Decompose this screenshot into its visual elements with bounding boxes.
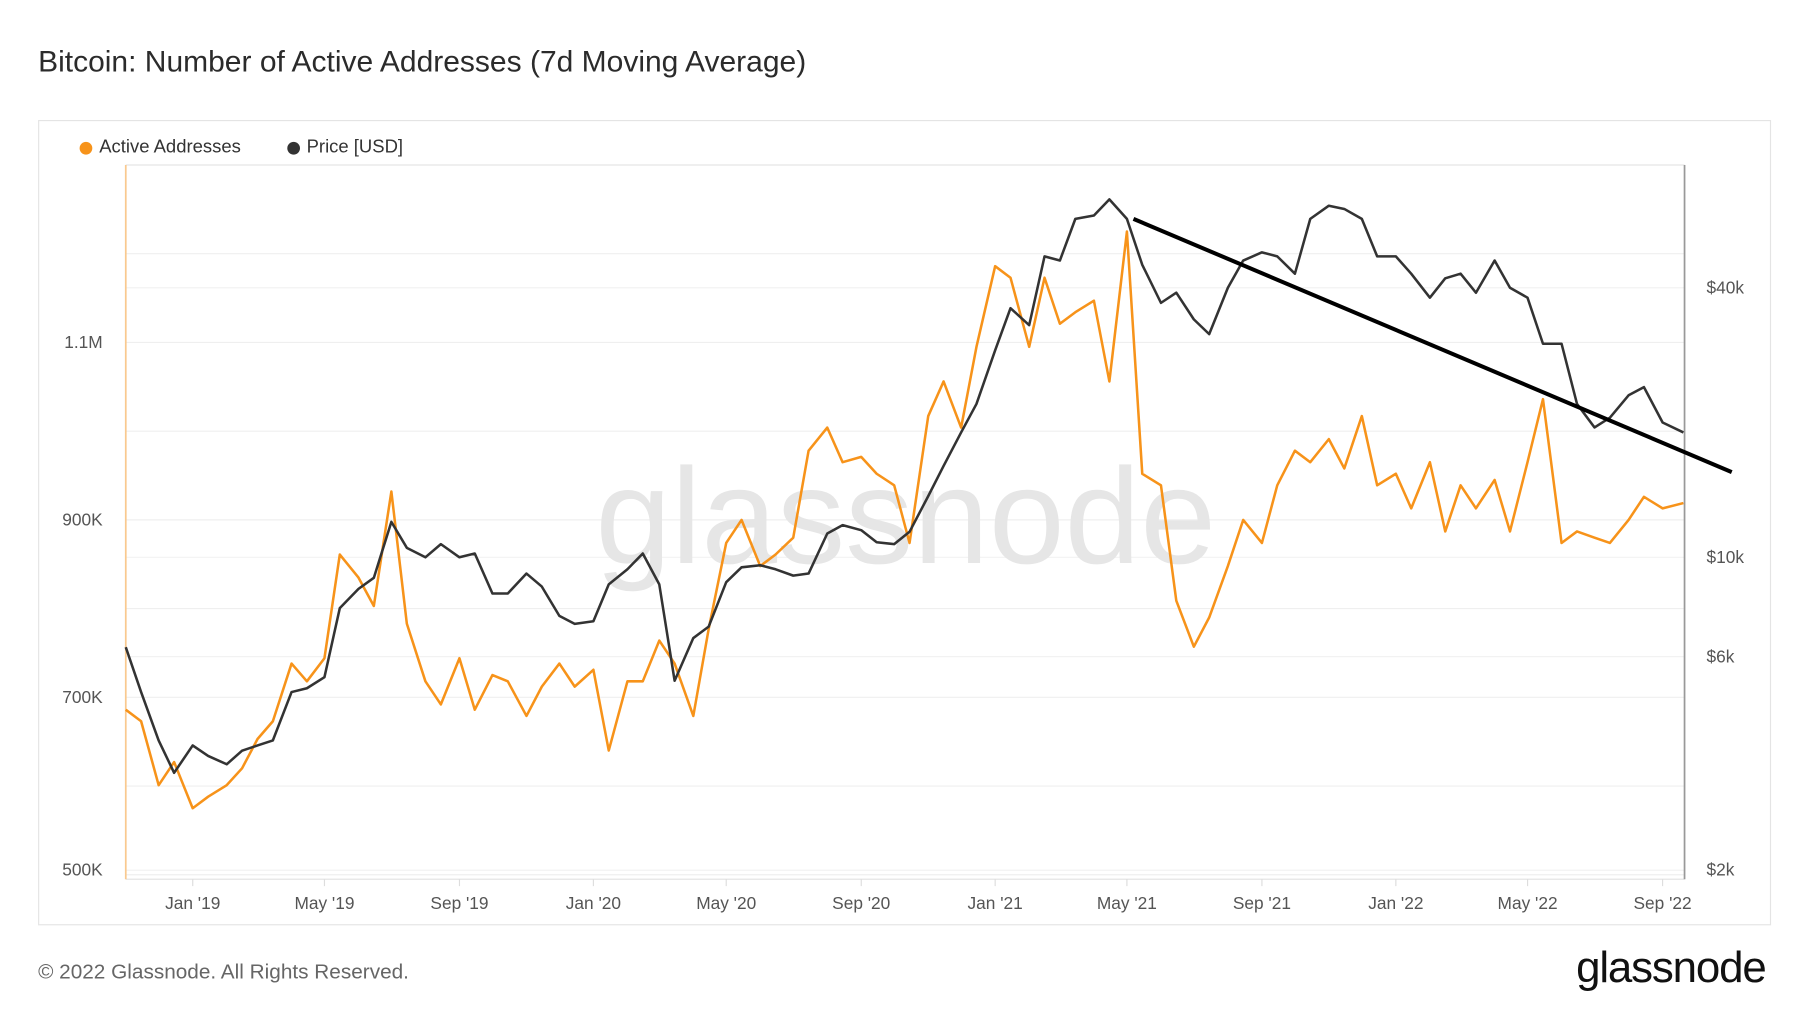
page-title: Bitcoin: Number of Active Addresses (7d … — [38, 43, 807, 79]
x-tick-label: May '21 — [1097, 893, 1157, 913]
x-tick-label: Sep '22 — [1634, 893, 1692, 913]
x-tick-label: Jan '19 — [165, 893, 220, 913]
y-left-tick-label: 1.1M — [64, 332, 102, 352]
y-right-tick-label: $6k — [1706, 646, 1734, 666]
legend-item-price[interactable]: Price [USD] — [286, 137, 404, 158]
x-tick-label: May '20 — [696, 893, 756, 913]
x-tick-label: Jan '22 — [1368, 893, 1423, 913]
x-tick-label: May '19 — [294, 893, 354, 913]
legend-dot-orange-icon — [79, 141, 93, 155]
x-tick-label: Jan '21 — [968, 893, 1023, 913]
chart-frame — [38, 119, 1772, 926]
y-left-tick-label: 900K — [62, 510, 103, 530]
y-left-tick-label: 700K — [62, 687, 103, 707]
price-line — [124, 198, 1684, 775]
x-tick-label: Sep '21 — [1233, 893, 1291, 913]
y-right-tick-label: $10k — [1706, 547, 1744, 567]
copyright: © 2022 Glassnode. All Rights Reserved. — [38, 959, 409, 984]
watermark: glassnode — [595, 440, 1216, 592]
legend-label: Price [USD] — [306, 137, 404, 157]
x-tick-label: May '22 — [1498, 893, 1558, 913]
x-tick-label: Sep '19 — [430, 893, 488, 913]
legend: Active Addresses Price [USD] — [79, 137, 404, 158]
y-right-tick-label: $40k — [1706, 278, 1744, 298]
legend-label: Active Addresses — [99, 137, 241, 157]
x-tick-label: Sep '20 — [832, 893, 890, 913]
legend-item-active-addresses[interactable]: Active Addresses — [79, 137, 241, 158]
x-tick-label: Jan '20 — [566, 893, 621, 913]
glassnode-logo: glassnode — [1576, 943, 1767, 993]
y-left-tick-label: 500K — [62, 860, 103, 880]
trendline-annotation — [1132, 217, 1733, 474]
y-right-tick-label: $2k — [1706, 860, 1734, 880]
legend-dot-dark-icon — [286, 141, 300, 155]
